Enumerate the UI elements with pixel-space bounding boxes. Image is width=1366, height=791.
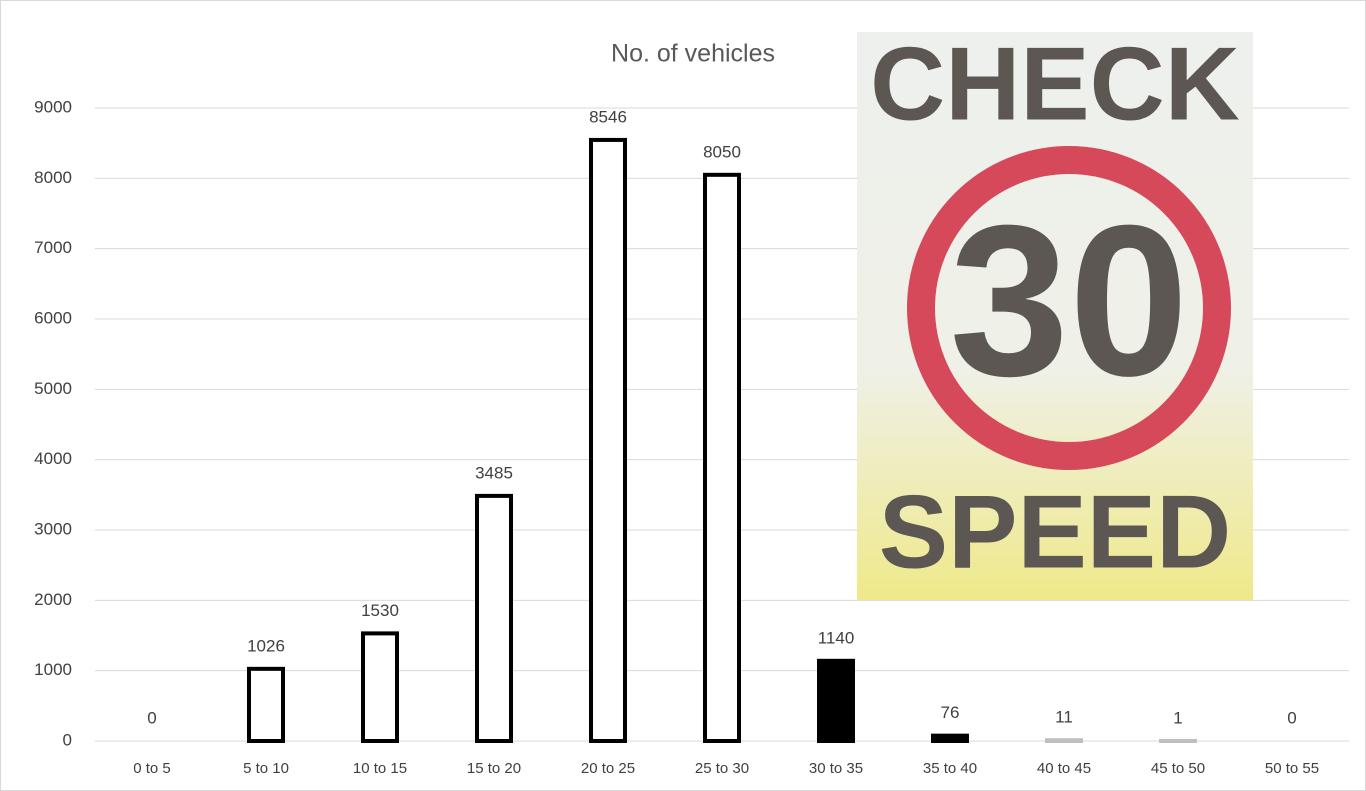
bar (819, 661, 853, 741)
x-tick-label: 5 to 10 (243, 760, 289, 777)
x-tick-label: 25 to 30 (695, 760, 749, 777)
x-tick-label: 50 to 55 (1265, 760, 1319, 777)
y-tick-label: 5000 (34, 379, 72, 398)
y-tick-label: 0 (63, 730, 72, 749)
bar (363, 633, 397, 741)
data-label: 1140 (818, 628, 855, 647)
sign-bottom-text: SPEED (879, 474, 1232, 590)
bar (1047, 740, 1081, 741)
sign-number: 30 (949, 180, 1188, 421)
y-tick-label: 1000 (34, 660, 72, 679)
data-label: 11 (1055, 708, 1073, 727)
bar (933, 736, 967, 741)
bar (705, 175, 739, 741)
x-tick-label: 0 to 5 (133, 760, 171, 777)
x-tick-label: 40 to 45 (1037, 760, 1091, 777)
data-label: 1 (1173, 708, 1182, 727)
data-label: 8050 (703, 142, 741, 161)
bar (477, 496, 511, 741)
y-tick-label: 4000 (34, 449, 72, 468)
data-label: 8546 (589, 107, 627, 126)
x-tick-label: 45 to 50 (1151, 760, 1205, 777)
x-tick-label: 30 to 35 (809, 760, 863, 777)
sign-image: CHECK 30 SPEED (857, 26, 1253, 600)
x-tick-label: 20 to 25 (581, 760, 635, 777)
bar (591, 140, 625, 741)
data-label: 3485 (475, 463, 513, 482)
y-tick-label: 8000 (34, 168, 72, 187)
x-tick-label: 15 to 20 (467, 760, 521, 777)
data-label: 76 (941, 703, 960, 722)
data-label: 1026 (247, 636, 285, 655)
data-label: 0 (1287, 708, 1296, 727)
y-tick-label: 3000 (34, 519, 72, 538)
y-tick-label: 2000 (34, 590, 72, 609)
chart-title: No. of vehicles (611, 40, 775, 68)
y-tick-label: 7000 (34, 238, 72, 257)
y-tick-label: 6000 (34, 308, 72, 327)
data-label: 0 (147, 708, 156, 727)
sign-top-text: CHECK (870, 26, 1240, 142)
chart: 01000200030004000500060007000800090000 t… (0, 0, 1366, 791)
data-label: 1530 (361, 601, 399, 620)
y-tick-label: 9000 (34, 97, 72, 116)
x-tick-label: 10 to 15 (353, 760, 407, 777)
bar (249, 669, 283, 741)
x-tick-label: 35 to 40 (923, 760, 977, 777)
